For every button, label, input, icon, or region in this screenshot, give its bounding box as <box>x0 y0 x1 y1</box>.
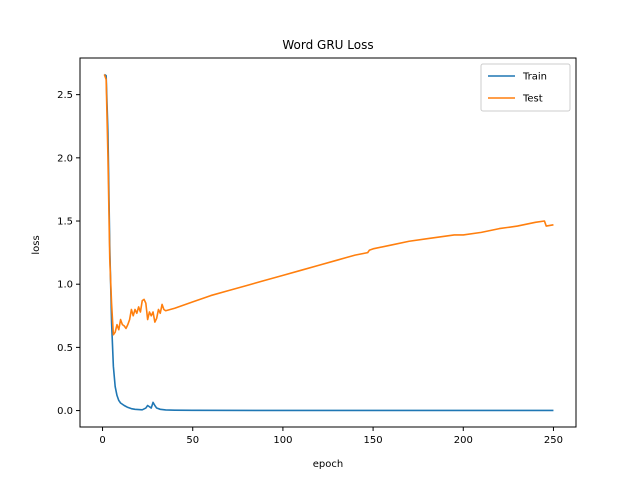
y-tick-label: 2.5 <box>57 90 73 101</box>
chart-title: Word GRU Loss <box>282 38 373 52</box>
x-tick-label: 50 <box>186 435 199 446</box>
series-line-test <box>103 74 554 336</box>
x-tick-label: 200 <box>454 435 473 446</box>
x-tick-label: 250 <box>544 435 563 446</box>
legend: Train Test <box>480 63 571 112</box>
legend-label-test: Test <box>522 94 543 105</box>
axes-frame <box>79 57 577 428</box>
x-axis-label: epoch <box>313 459 343 470</box>
y-axis-label: loss <box>31 235 42 254</box>
y-tick-label: 2.0 <box>57 153 73 164</box>
y-tick-label: 0.5 <box>57 343 73 354</box>
legend-label-train: Train <box>522 72 547 83</box>
x-tick-label: 100 <box>273 435 292 446</box>
y-tick-label: 1.5 <box>57 217 73 228</box>
series-line-train <box>103 73 554 412</box>
y-tick-label: 1.0 <box>57 280 73 291</box>
x-tick-label: 0 <box>99 435 105 446</box>
x-tick-label: 150 <box>364 435 383 446</box>
y-tick-label: 0.0 <box>57 406 73 417</box>
plot-area: 0 50 100 150 200 250 0.0 0.5 1.0 1.5 2.0 2.5 <box>57 57 577 446</box>
